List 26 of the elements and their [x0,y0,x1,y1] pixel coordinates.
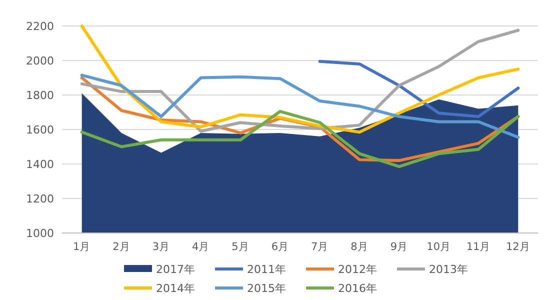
legend-label: 2012年 [338,263,377,276]
x-tick-label: 11月 [466,241,491,253]
legend-label: 2014年 [156,282,195,295]
y-tick-label: 1400 [26,158,54,171]
x-tick-label: 10月 [426,241,452,253]
x-tick-label: 12月 [506,241,530,253]
y-tick-label: 1800 [26,89,54,102]
y-tick-label: 1000 [26,227,54,240]
x-tick-label: 8月 [350,241,368,253]
legend-label: 2013年 [429,263,468,276]
x-tick-label: 5月 [232,241,250,253]
legend-label: 2016年 [338,282,377,295]
y-tick-label: 2200 [26,20,54,33]
x-tick-label: 7月 [310,241,329,253]
legend-label: 2011年 [247,263,286,276]
x-tick-label: 2月 [112,241,130,253]
x-tick-label: 3月 [152,241,170,253]
x-tick-label: 9月 [390,241,408,253]
y-tick-label: 1200 [26,192,54,206]
legend-label: 2015年 [247,282,286,295]
y-tick-label: 2000 [26,54,54,68]
y-tick-label: 1600 [26,124,54,136]
x-tick-label: 1月 [72,241,91,253]
x-tick-label: 6月 [271,241,290,253]
x-tick-label: 4月 [192,241,210,253]
legend-label: 2017年 [156,263,195,276]
